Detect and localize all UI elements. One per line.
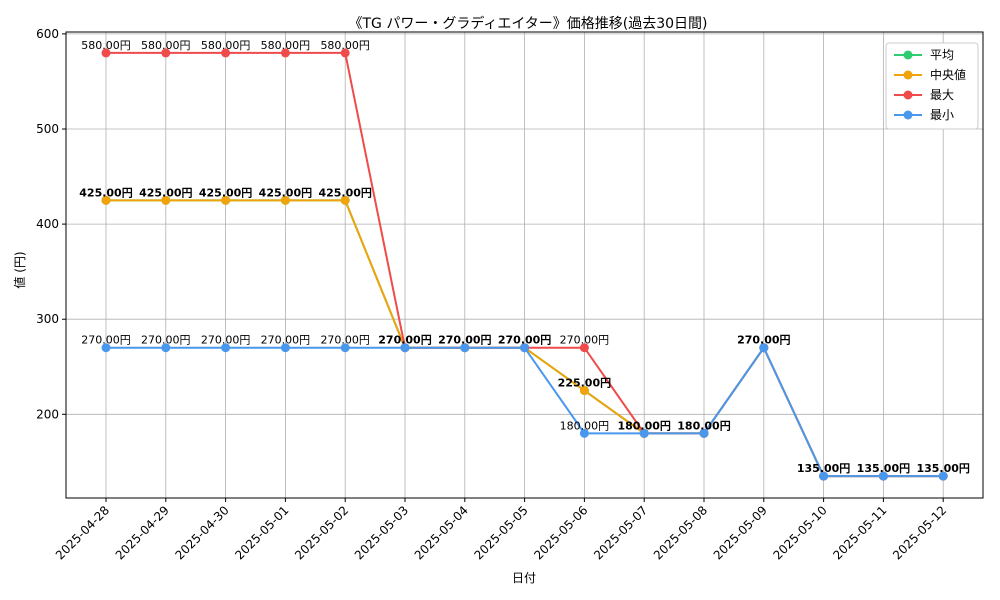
y-tick-label: 600 <box>36 27 59 41</box>
y-tick-label: 300 <box>36 312 59 326</box>
data-label: 135.00円 <box>797 462 850 475</box>
data-point <box>400 343 410 353</box>
series-最小 <box>101 343 948 481</box>
x-tick-label: 2025-05-09 <box>711 503 770 562</box>
data-label: 580.00円 <box>201 39 251 52</box>
chart-title: 《TG パワー・グラディエイター》価格推移(過去30日間) <box>348 15 707 32</box>
data-labels: 580.00円 580.00円 580.00円 580.00円 580.00円 425.0… <box>79 39 970 475</box>
legend-item: 最大 <box>894 88 954 102</box>
legend-box <box>885 42 979 130</box>
data-label: 580.00円 <box>261 39 311 52</box>
data-label: 135.00円 <box>857 462 910 475</box>
y-tick-label: 400 <box>36 217 59 231</box>
data-label: 135.00円 <box>916 462 969 475</box>
data-label: 180.00円 <box>677 419 730 432</box>
legend-swatch-marker <box>903 110 913 120</box>
grid <box>66 32 983 498</box>
data-label: 270.00円 <box>737 334 790 347</box>
x-tick-label: 2025-05-01 <box>232 503 291 562</box>
data-label: 270.00円 <box>378 334 431 347</box>
data-point <box>340 343 350 353</box>
legend-label: 中央値 <box>930 67 966 82</box>
x-tick-label: 2025-05-06 <box>531 503 590 562</box>
y-axis-label: 値 (円) <box>12 251 27 288</box>
data-point <box>759 343 769 353</box>
legend-swatch-marker <box>903 70 913 80</box>
data-point <box>280 48 290 58</box>
legend-item: 中央値 <box>894 67 966 82</box>
data-label: 270.00円 <box>498 334 551 347</box>
y-axis-ticks: 200 300 400 500 600 <box>36 27 66 421</box>
data-point <box>699 428 709 438</box>
series-layer <box>101 48 948 481</box>
data-label: 580.00円 <box>81 39 131 52</box>
data-point <box>340 48 350 58</box>
x-tick-label: 2025-05-07 <box>591 503 650 562</box>
legend-item: 平均 <box>894 48 954 62</box>
data-point <box>579 428 589 438</box>
data-point <box>221 195 231 205</box>
x-axis-label: 日付 <box>512 571 536 585</box>
x-tick-label: 2025-05-12 <box>890 503 949 562</box>
data-label: 270.00円 <box>438 334 491 347</box>
data-point <box>161 48 171 58</box>
x-tick-label: 2025-04-28 <box>53 503 112 562</box>
data-point <box>579 343 589 353</box>
data-label: 425.00円 <box>199 186 252 199</box>
data-label: 270.00円 <box>560 334 610 347</box>
legend-item: 最小 <box>894 108 954 122</box>
data-label: 425.00円 <box>139 186 192 199</box>
data-label: 180.00円 <box>560 419 610 432</box>
data-point <box>221 343 231 353</box>
data-label: 270.00円 <box>81 334 131 347</box>
data-label: 270.00円 <box>261 334 311 347</box>
data-point <box>101 195 111 205</box>
legend-label: 最小 <box>930 108 954 122</box>
data-label: 425.00円 <box>259 186 312 199</box>
data-label: 180.00円 <box>617 419 670 432</box>
x-tick-label: 2025-04-30 <box>173 503 232 562</box>
data-label: 580.00円 <box>141 39 191 52</box>
data-label: 580.00円 <box>320 39 370 52</box>
legend-label: 最大 <box>930 88 954 102</box>
x-tick-label: 2025-04-29 <box>113 503 172 562</box>
x-tick-label: 2025-05-04 <box>412 503 471 562</box>
x-tick-label: 2025-05-08 <box>651 503 710 562</box>
data-label: 425.00円 <box>79 186 132 199</box>
data-point <box>460 343 470 353</box>
data-point <box>161 195 171 205</box>
x-tick-label: 2025-05-10 <box>771 503 830 562</box>
data-point <box>819 471 829 481</box>
data-point <box>221 48 231 58</box>
legend-swatch-marker <box>903 50 913 60</box>
x-tick-label: 2025-05-03 <box>352 503 411 562</box>
x-tick-label: 2025-05-05 <box>472 503 531 562</box>
data-point <box>579 386 589 396</box>
legend-swatch-marker <box>903 90 913 100</box>
y-tick-label: 500 <box>36 122 59 136</box>
data-point <box>520 343 530 353</box>
data-point <box>639 428 649 438</box>
x-tick-label: 2025-05-02 <box>292 503 351 562</box>
data-label: 270.00円 <box>201 334 251 347</box>
data-point <box>340 195 350 205</box>
data-point <box>938 471 948 481</box>
data-label: 270.00円 <box>320 334 370 347</box>
data-point <box>280 195 290 205</box>
data-label: 425.00円 <box>318 186 371 199</box>
data-point <box>161 343 171 353</box>
data-point <box>101 48 111 58</box>
legend-label: 平均 <box>930 48 954 62</box>
data-label: 225.00円 <box>558 377 611 390</box>
x-tick-label: 2025-05-11 <box>830 503 889 562</box>
data-label: 270.00円 <box>141 334 191 347</box>
data-point <box>280 343 290 353</box>
data-point <box>101 343 111 353</box>
data-point <box>878 471 888 481</box>
x-axis-ticks: 2025-04-28 2025-04-29 2025-04-30 2025-05-01… <box>53 498 949 562</box>
y-tick-label: 200 <box>36 407 59 421</box>
